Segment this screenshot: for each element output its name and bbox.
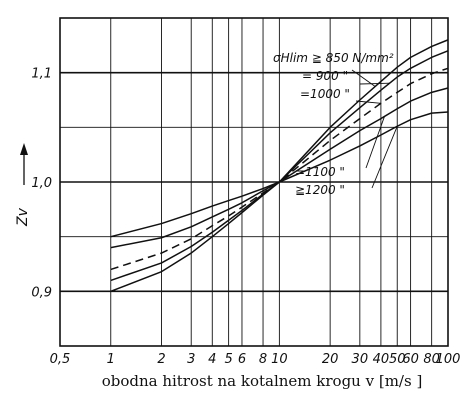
annotations: σHlim ≧ 850 N/mm² = 900 " =1000 " =1100 … (273, 51, 398, 197)
annotation-pointer-1100 (365, 116, 385, 169)
y-tick-label: 1,1 (31, 67, 52, 82)
y-tick-label: 0,9 (31, 285, 52, 300)
x-tick-label: 6 (238, 352, 246, 367)
x-tick-label: 3 (187, 352, 195, 367)
axes (59, 17, 449, 347)
x-axis-label: obodna hitrost na kotalnem krogu v [m/s … (102, 372, 423, 390)
x-tick-label: 30 (352, 352, 369, 367)
x-tick-label: 20 (322, 352, 339, 367)
x-tick-label: 50 (389, 352, 406, 367)
annotation-pointer-900 (359, 82, 390, 85)
x-tick-label: 1 (107, 352, 115, 367)
x-tick-label: 5 (224, 352, 232, 367)
x-tick-label: 4 (208, 352, 216, 367)
x-tick-label: 100 (436, 352, 461, 367)
y-axis-label-text: Zv (15, 207, 31, 227)
y-axis-arrowhead (20, 143, 28, 155)
plot-frame (59, 17, 449, 347)
annotation-900: = 900 " (302, 69, 348, 83)
x-tick-label: 10 (271, 352, 288, 367)
series-line-1000 (110, 67, 449, 271)
x-tick-label: 8 (259, 352, 267, 367)
x-tick-label: 0,5 (50, 352, 71, 367)
y-axis-label: Zv (15, 143, 31, 227)
grid (59, 17, 449, 347)
x-tick-label: 2 (157, 352, 165, 367)
x-tick-label: 80 (423, 352, 440, 367)
series-line-1200 (110, 111, 449, 238)
annotation-pointers (351, 69, 398, 189)
annotation-1000: =1000 " (300, 87, 350, 101)
annotation-1100: =1100 " (295, 165, 345, 179)
annotation-1200: ≧1200 " (295, 183, 345, 197)
x-tick-label: 40 (373, 352, 390, 367)
annotation-pointer-1200 (371, 126, 398, 189)
annotation-pointer-1000 (355, 100, 381, 104)
x-tick-label: 60 (402, 352, 419, 367)
series-lines (110, 39, 449, 293)
y-tick-label: 1,0 (31, 176, 52, 191)
annotation-sigma-850: σHlim ≧ 850 N/mm² (273, 51, 394, 65)
